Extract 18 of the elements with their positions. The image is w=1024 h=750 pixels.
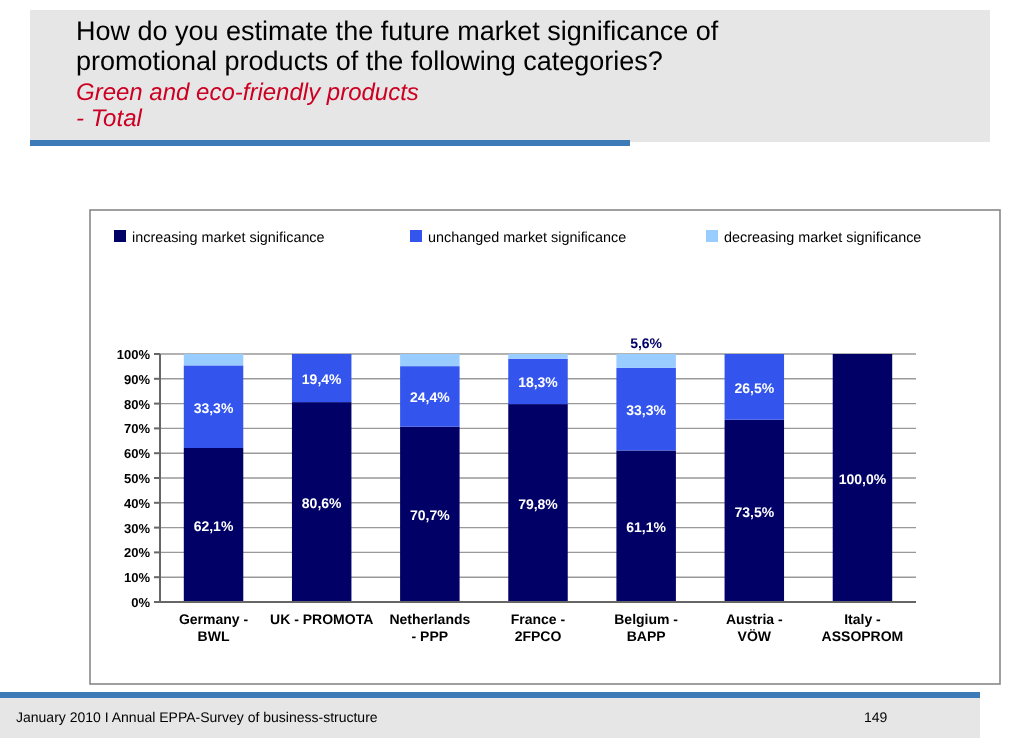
bar [508,358,568,405]
bar [724,354,785,420]
bar [400,426,460,602]
chart-subtitle: Green and eco-friendly products - Total [76,78,419,132]
bar [183,365,244,448]
bar [508,404,568,602]
bar [291,354,352,403]
bar [400,366,460,427]
bar [400,354,460,367]
bar [291,402,352,602]
bar [616,367,676,451]
bar [183,447,244,602]
chart-title: How do you estimate the future market significance of promotional products of the following categories? [76,16,719,76]
bar [832,354,893,602]
bar [183,354,244,366]
bar [616,354,676,368]
bar [616,450,676,602]
bar [724,419,785,602]
